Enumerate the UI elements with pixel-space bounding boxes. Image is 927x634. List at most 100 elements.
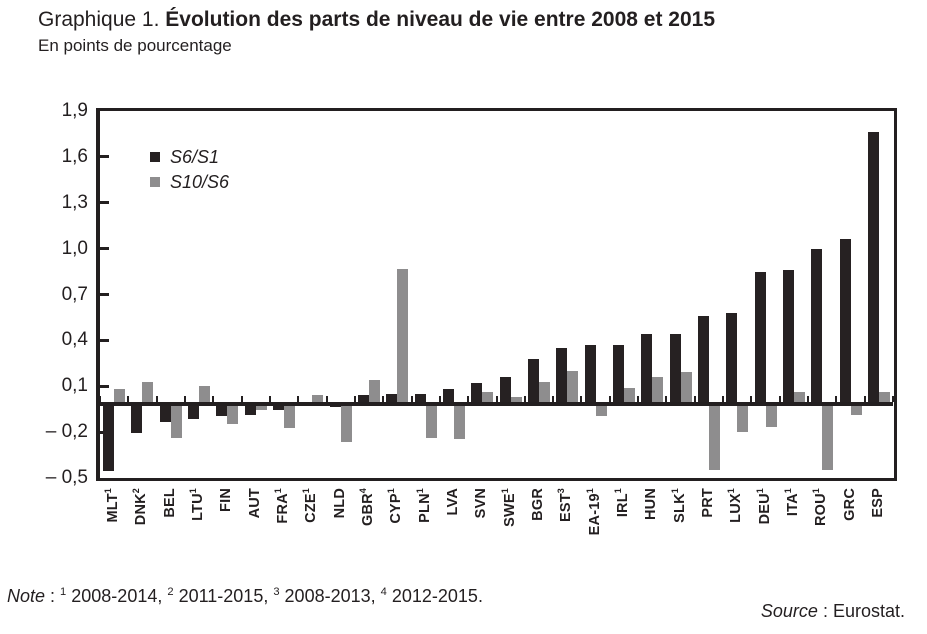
source-line: Source : Eurostat. (761, 601, 905, 622)
footnote-sep: : (45, 586, 61, 606)
x-category-label: GBR4 (358, 488, 377, 527)
bar-s6s1 (839, 239, 851, 405)
x-category-label: SWE1 (499, 488, 518, 527)
bar-s10s6 (142, 381, 154, 405)
bar-s10s6 (510, 396, 522, 405)
bar-s6s1 (159, 401, 171, 423)
x-tick (155, 395, 158, 402)
bar-s6s1 (131, 401, 143, 434)
bar-s6s1 (443, 389, 455, 405)
x-tick (778, 395, 781, 402)
x-tick (523, 395, 526, 402)
x-tick (892, 395, 894, 402)
bar-s6s1 (641, 334, 653, 405)
x-category-label: AUT (246, 488, 263, 519)
source-label: Source (760, 601, 818, 621)
x-tick (240, 395, 243, 402)
bar-s10s6 (822, 401, 834, 470)
y-tick (100, 201, 109, 205)
bar-s10s6 (680, 372, 692, 405)
x-category-label: PRT (699, 488, 716, 518)
x-tick (438, 395, 441, 402)
x-category-label: DEU1 (754, 488, 773, 525)
x-category-label: ROU1 (811, 488, 830, 527)
x-tick (297, 395, 300, 402)
y-tick-label: 1,0 (61, 237, 88, 259)
x-tick (750, 395, 753, 402)
x-tick (325, 395, 328, 402)
bar-s10s6 (623, 387, 635, 405)
bar-s10s6 (397, 268, 409, 405)
bar-s6s1 (612, 344, 624, 405)
bar-s10s6 (227, 401, 239, 424)
x-tick (99, 395, 101, 402)
x-category-label: HUN (643, 488, 660, 521)
x-tick (665, 395, 668, 402)
y-tick-label: 0,4 (61, 329, 88, 351)
s10s6-swatch-icon (150, 177, 160, 187)
x-tick (807, 395, 810, 402)
legend-label-s6s1: S6/S1 (170, 146, 220, 167)
y-tick-label: 1,3 (61, 191, 88, 213)
bar-s6s1 (584, 344, 596, 405)
y-tick (100, 247, 109, 251)
page-title: Graphique 1. Évolution des parts de nive… (38, 8, 715, 32)
chart-subtitle: En points de pourcentage (38, 36, 232, 55)
x-tick (608, 395, 611, 402)
bar-s10s6 (255, 401, 267, 411)
x-tick (637, 395, 640, 402)
x-category-label: BEL (161, 488, 178, 518)
x-tick (863, 395, 866, 402)
x-category-label: GRC (841, 488, 858, 521)
chart-legend: S6/S1 S10/S6 (150, 146, 229, 198)
bar-s10s6 (454, 401, 466, 440)
x-tick (495, 395, 498, 402)
x-tick (722, 395, 725, 402)
x-category-label: NLD (331, 488, 348, 519)
y-tick-label: 0,7 (61, 283, 88, 305)
legend-item-s6s1: S6/S1 (150, 146, 229, 167)
bar-s10s6 (199, 386, 211, 405)
bar-s10s6 (284, 401, 296, 429)
bar-s6s1 (726, 312, 738, 405)
x-tick (183, 395, 186, 402)
bar-s10s6 (425, 401, 437, 438)
bar-s6s1 (556, 348, 568, 405)
x-category-label: SVN (473, 488, 490, 519)
bar-s10s6 (850, 401, 862, 415)
x-category-label: EST3 (556, 488, 575, 523)
bar-s6s1 (527, 358, 539, 405)
x-category-label: PLN1 (414, 488, 433, 523)
bar-s6s1 (471, 383, 483, 405)
x-tick (127, 395, 130, 402)
x-tick (382, 395, 385, 402)
bar-s10s6 (765, 401, 777, 427)
source-text: : Eurostat. (817, 601, 905, 621)
y-tick-label: 0,1 (61, 375, 88, 397)
footnote-items: 1 2008-2014, 2 2011-2015, 3 2008-2013, 4… (60, 586, 483, 606)
bar-s10s6 (170, 401, 182, 438)
bar-s10s6 (312, 395, 324, 405)
x-category-label: EA-191 (584, 488, 603, 536)
bar-s6s1 (669, 334, 681, 405)
bar-s6s1 (867, 132, 879, 405)
x-category-label: IRL1 (613, 488, 631, 518)
bar-s6s1 (499, 377, 511, 405)
y-tick-label: – 0,5 (45, 467, 88, 488)
bar-s10s6 (567, 370, 579, 405)
title-prefix: Graphique 1. (38, 8, 166, 31)
x-category-label: BGR (529, 488, 546, 521)
bar-s10s6 (652, 377, 664, 405)
y-tick-label: 1,9 (61, 100, 88, 121)
zero-axis-line (100, 401, 893, 406)
bar-s10s6 (114, 389, 126, 405)
bar-s6s1 (414, 393, 426, 405)
x-tick (268, 395, 271, 402)
bar-s6s1 (216, 401, 228, 417)
bar-s6s1 (697, 315, 709, 405)
x-category-label: LVA (445, 488, 462, 516)
x-tick (467, 395, 470, 402)
bar-s10s6 (878, 392, 890, 405)
footnote: Note : 1 2008-2014, 2 2011-2015, 3 2008-… (7, 586, 483, 607)
